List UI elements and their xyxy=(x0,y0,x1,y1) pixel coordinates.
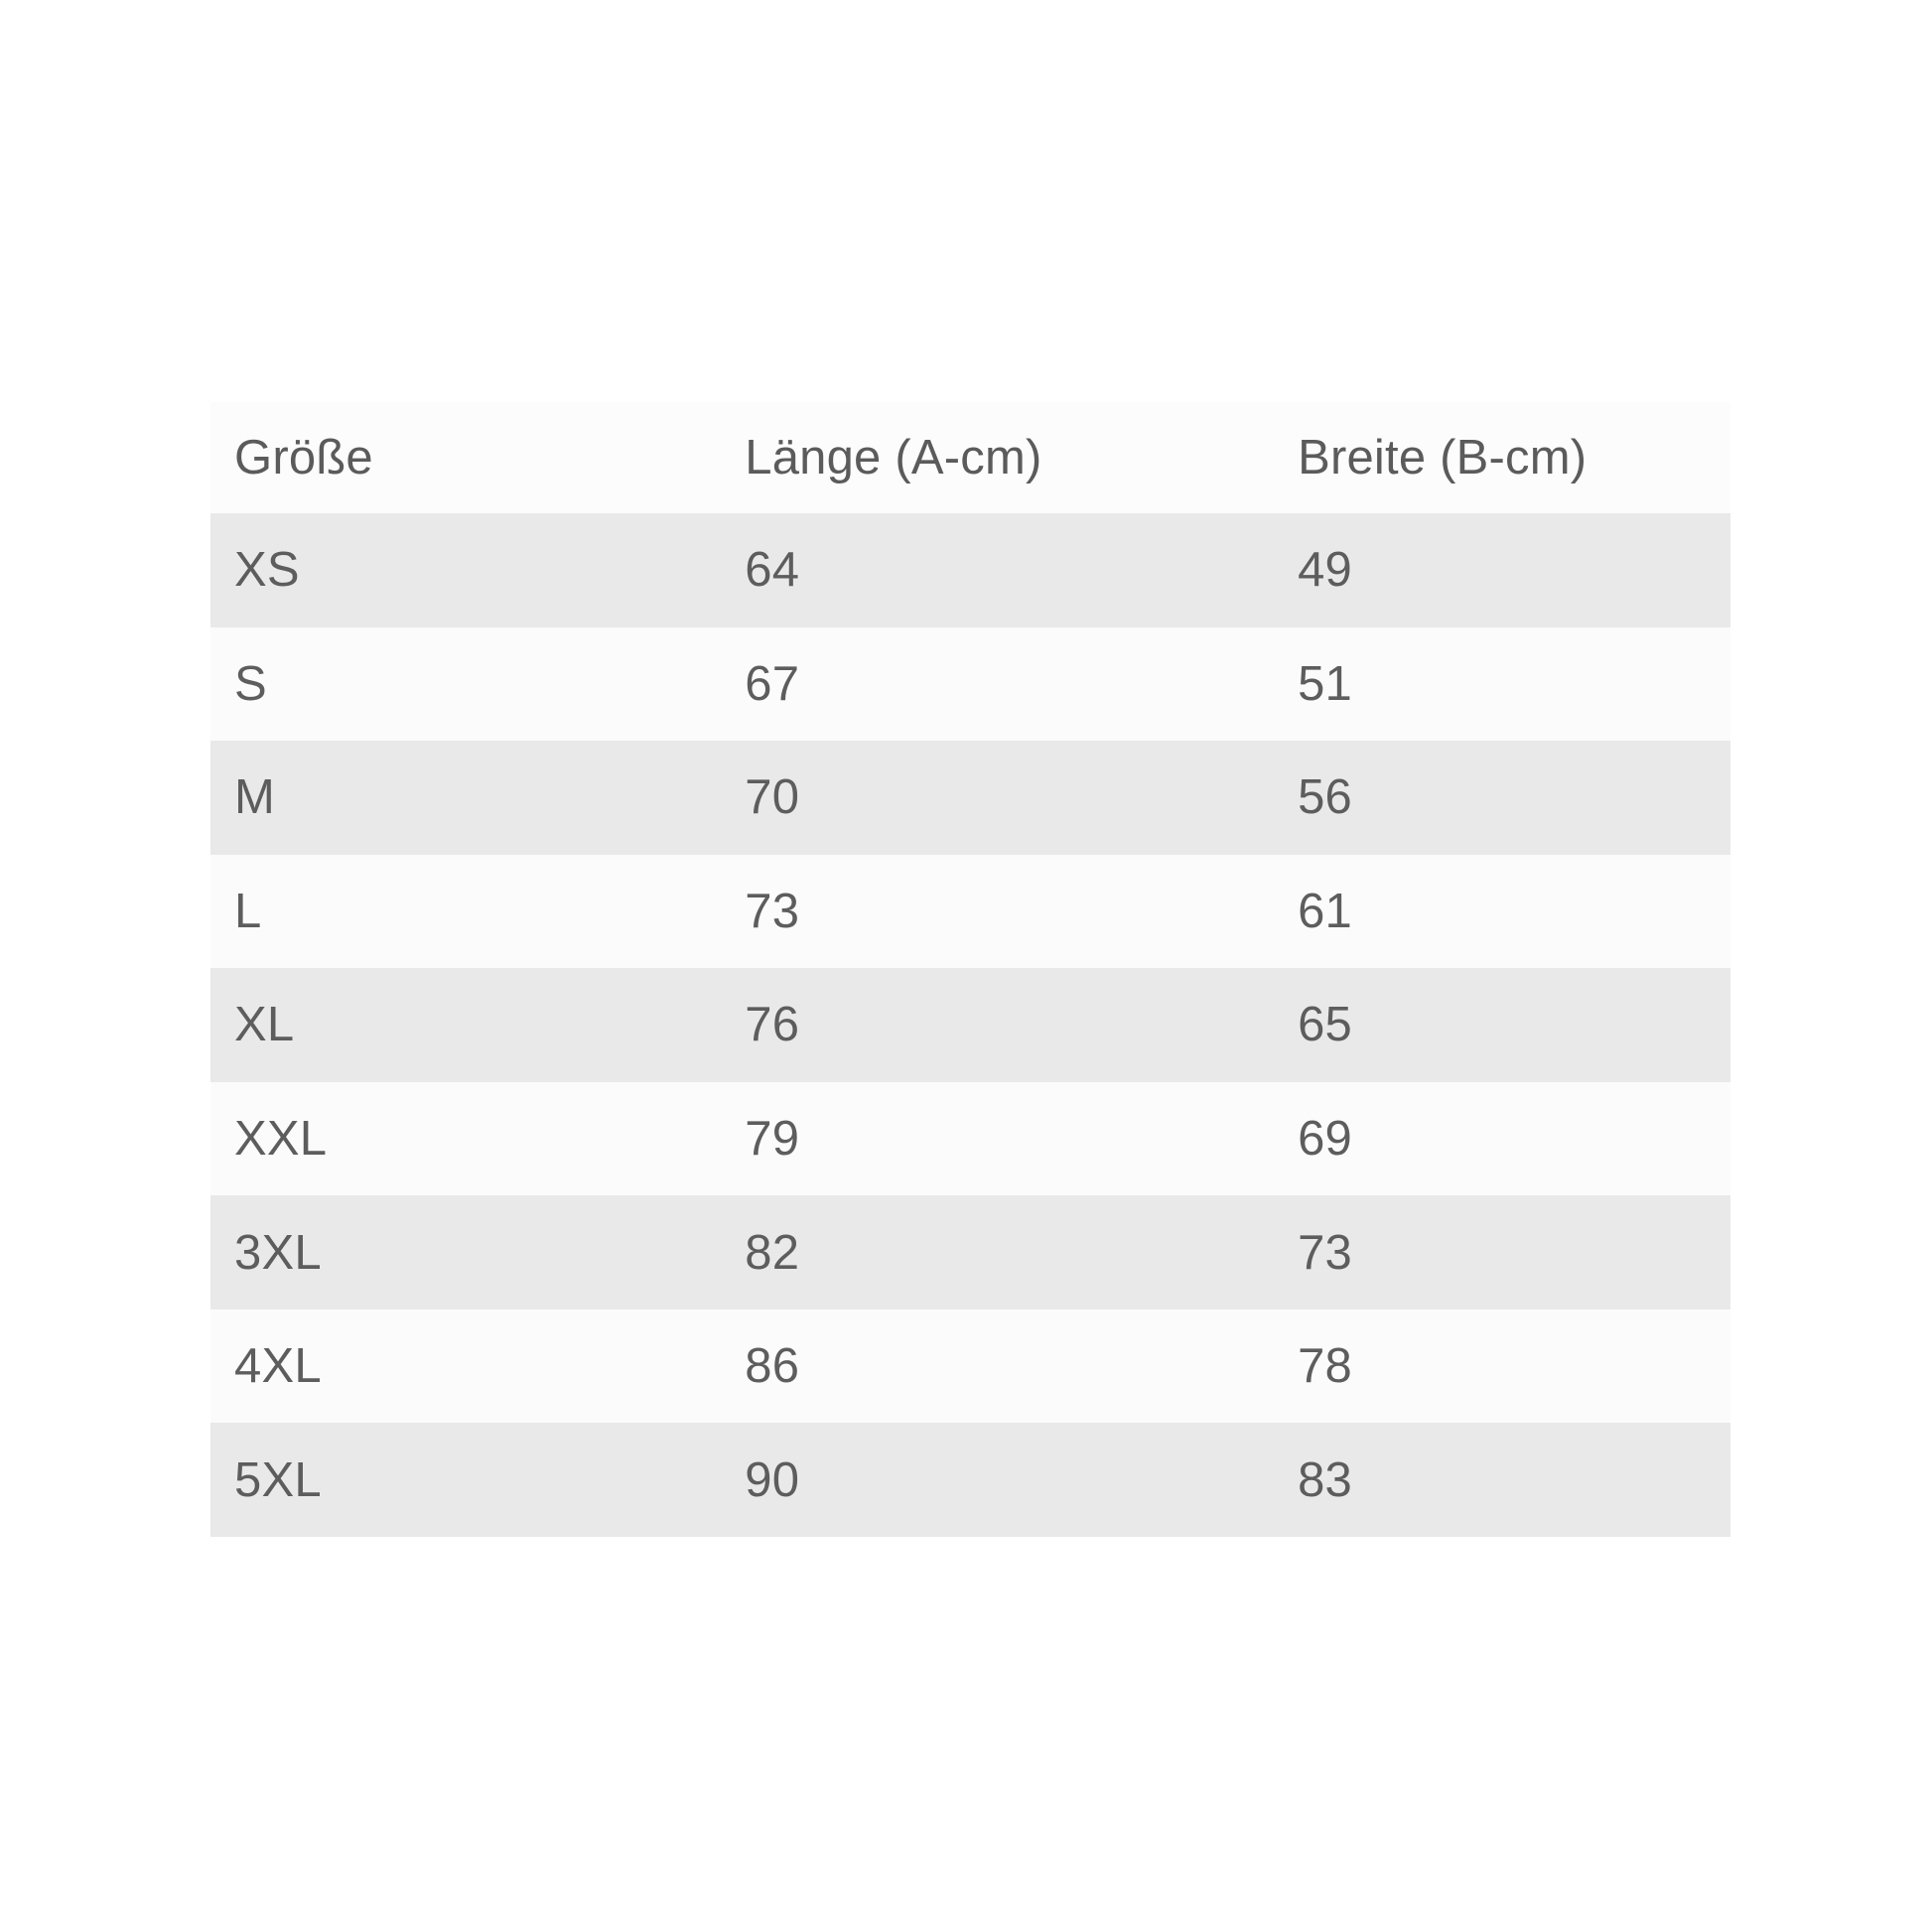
table-row: XL 76 65 xyxy=(210,968,1730,1082)
cell-length: 67 xyxy=(745,656,800,711)
column-header-width: Breite (B-cm) xyxy=(1298,431,1587,484)
cell-width: 73 xyxy=(1298,1225,1352,1280)
cell-length: 76 xyxy=(745,998,800,1052)
cell-width: 56 xyxy=(1298,770,1352,825)
cell-size: 3XL xyxy=(234,1225,322,1280)
cell-length: 86 xyxy=(745,1339,800,1394)
cell-width: 65 xyxy=(1298,998,1352,1052)
column-header-size: Größe xyxy=(234,431,373,484)
table-header: Größe Länge (A-cm) Breite (B-cm) xyxy=(210,402,1730,513)
cell-width: 78 xyxy=(1298,1339,1352,1394)
cell-size: M xyxy=(234,770,276,825)
cell-width: 61 xyxy=(1298,884,1352,938)
table-row: XS 64 49 xyxy=(210,513,1730,627)
cell-length: 70 xyxy=(745,770,800,825)
cell-length: 82 xyxy=(745,1225,800,1280)
table-row: M 70 56 xyxy=(210,741,1730,855)
table-row: XXL 79 69 xyxy=(210,1081,1730,1196)
cell-length: 79 xyxy=(745,1112,800,1166)
column-header-length: Länge (A-cm) xyxy=(745,431,1042,484)
cell-size: XL xyxy=(234,998,295,1052)
cell-width: 83 xyxy=(1298,1452,1352,1507)
cell-size: S xyxy=(234,656,267,711)
cell-size: XXL xyxy=(234,1112,328,1166)
cell-length: 64 xyxy=(745,543,800,598)
table-row: L 73 61 xyxy=(210,854,1730,969)
size-chart-table: Größe Länge (A-cm) Breite (B-cm) XS 64 4… xyxy=(210,402,1730,1537)
size-chart-container: Größe Länge (A-cm) Breite (B-cm) XS 64 4… xyxy=(210,402,1730,1537)
cell-width: 69 xyxy=(1298,1112,1352,1166)
table-header-row: Größe Länge (A-cm) Breite (B-cm) xyxy=(210,402,1730,513)
table-row: 4XL 86 78 xyxy=(210,1309,1730,1424)
cell-length: 90 xyxy=(745,1452,800,1507)
cell-size: XS xyxy=(234,543,300,598)
table-row: 3XL 82 73 xyxy=(210,1195,1730,1310)
cell-size: 5XL xyxy=(234,1452,322,1507)
table-body: XS 64 49 S 67 51 M 70 56 L 73 61 XL 76 xyxy=(210,513,1730,1537)
cell-width: 49 xyxy=(1298,543,1352,598)
cell-width: 51 xyxy=(1298,656,1352,711)
table-row: 5XL 90 83 xyxy=(210,1423,1730,1537)
cell-length: 73 xyxy=(745,884,800,938)
cell-size: L xyxy=(234,884,262,938)
cell-size: 4XL xyxy=(234,1339,322,1394)
table-row: S 67 51 xyxy=(210,626,1730,742)
